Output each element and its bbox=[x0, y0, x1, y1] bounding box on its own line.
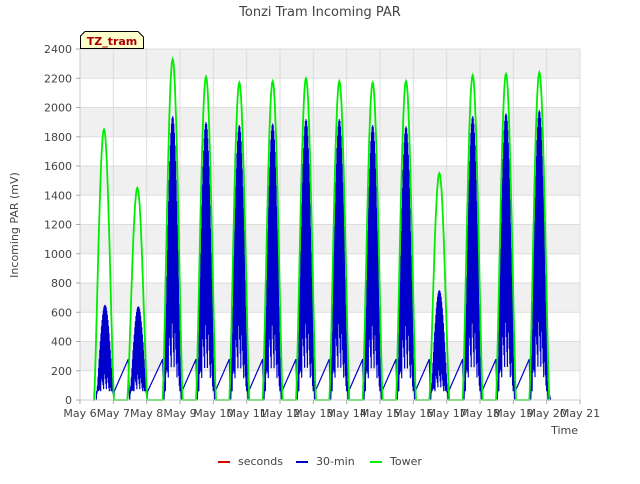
y-tick-label: 2400 bbox=[44, 43, 72, 56]
x-tick-label: May 16 bbox=[393, 407, 433, 420]
badge-text: TZ_tram bbox=[87, 35, 138, 48]
legend: seconds 30-min Tower bbox=[218, 455, 422, 468]
y-tick-label: 0 bbox=[65, 394, 72, 407]
x-tick-label: May 17 bbox=[427, 407, 467, 420]
plot-band bbox=[80, 224, 580, 254]
legend-label: Tower bbox=[389, 455, 422, 468]
x-tick-label: May 21 bbox=[560, 407, 600, 420]
y-tick-label: 2200 bbox=[44, 72, 72, 85]
x-tick-label: May 13 bbox=[293, 407, 333, 420]
y-tick-label: 400 bbox=[51, 336, 72, 349]
y-axis-label: Incoming PAR (mV) bbox=[8, 172, 21, 278]
x-tick-label: May 9 bbox=[163, 407, 196, 420]
y-tick-label: 1200 bbox=[44, 219, 72, 232]
y-tick-label: 800 bbox=[51, 277, 72, 290]
plot-bands bbox=[80, 49, 580, 371]
chart-title: Tonzi Tram Incoming PAR bbox=[238, 5, 401, 20]
chart-badge: TZ_tram bbox=[80, 31, 144, 49]
axis-ticks: 0 200 400 600 800 1000 1200 1400 1600 1800 2000 220… bbox=[44, 43, 600, 420]
y-tick-label: 2000 bbox=[44, 102, 72, 115]
legend-label: seconds bbox=[238, 455, 283, 468]
badge-shape bbox=[80, 31, 144, 49]
plot-band bbox=[80, 49, 580, 79]
x-tick-label: May 8 bbox=[130, 407, 163, 420]
x-tick-label: May 7 bbox=[97, 407, 130, 420]
y-tick-label: 1600 bbox=[44, 160, 72, 173]
y-tick-label: 1000 bbox=[44, 248, 72, 261]
y-tick-label: 1800 bbox=[44, 131, 72, 144]
plot-band bbox=[80, 107, 580, 137]
x-tick-label: May 14 bbox=[327, 407, 367, 420]
y-tick-label: 200 bbox=[51, 365, 72, 378]
x-tick-label: May 11 bbox=[227, 407, 267, 420]
y-tick-label: 1400 bbox=[44, 189, 72, 202]
x-tick-label: May 15 bbox=[360, 407, 400, 420]
legend-label: 30-min bbox=[316, 455, 355, 468]
x-tick-label: May 20 bbox=[527, 407, 567, 420]
plot-band bbox=[80, 166, 580, 196]
x-tick-label: May 6 bbox=[63, 407, 96, 420]
x-tick-label: May 19 bbox=[493, 407, 533, 420]
plot-band bbox=[80, 283, 580, 313]
x-tick-label: May 18 bbox=[460, 407, 500, 420]
y-tick-label: 600 bbox=[51, 306, 72, 319]
x-axis-label: Time bbox=[550, 424, 578, 437]
x-tick-label: May 10 bbox=[193, 407, 233, 420]
x-tick-label: May 12 bbox=[260, 407, 300, 420]
